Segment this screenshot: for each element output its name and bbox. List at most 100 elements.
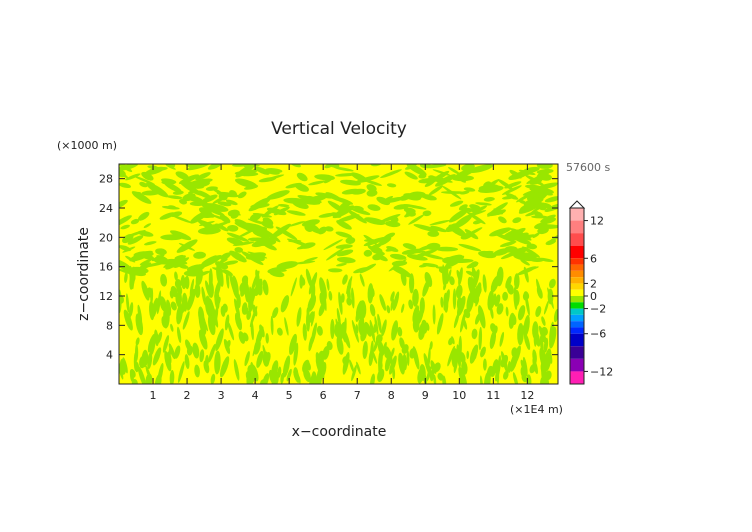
field-streak bbox=[456, 344, 461, 368]
field-streak bbox=[199, 317, 205, 326]
field-streak bbox=[137, 230, 154, 237]
field-streak bbox=[192, 342, 200, 359]
field-streak bbox=[335, 244, 353, 249]
field-streak bbox=[144, 241, 157, 246]
field-streak bbox=[340, 293, 345, 303]
field-streak bbox=[129, 302, 134, 317]
field-streak bbox=[252, 212, 273, 218]
field-streak bbox=[268, 369, 275, 384]
field-streak bbox=[194, 283, 201, 298]
field-streak bbox=[139, 259, 152, 266]
x-unit-label: (×1E4 m) bbox=[510, 403, 563, 416]
field-streak bbox=[143, 223, 152, 228]
field-streak bbox=[536, 164, 553, 169]
field-streak bbox=[182, 311, 190, 330]
field-streak bbox=[355, 324, 359, 334]
field-streak bbox=[427, 347, 431, 367]
field-streak bbox=[208, 343, 216, 363]
field-streak bbox=[176, 326, 182, 343]
field-streak bbox=[391, 320, 399, 341]
field-streak bbox=[258, 177, 277, 183]
field-streak bbox=[518, 201, 542, 214]
field-streak bbox=[543, 217, 557, 224]
field-streak bbox=[367, 283, 374, 304]
field-streak bbox=[493, 250, 508, 256]
field-streak bbox=[478, 326, 483, 351]
field-streak bbox=[367, 204, 381, 211]
field-streak bbox=[413, 224, 439, 232]
field-streak bbox=[127, 268, 146, 277]
field-streak bbox=[401, 303, 405, 313]
field-streak bbox=[286, 368, 292, 382]
field-streak bbox=[133, 191, 142, 196]
field-streak bbox=[305, 360, 311, 371]
field-streak bbox=[326, 278, 330, 291]
colorbar-tick-label: 2 bbox=[590, 277, 597, 290]
field-streak bbox=[201, 286, 207, 306]
field-streak bbox=[255, 279, 263, 296]
field-streak bbox=[155, 248, 167, 256]
field-streak bbox=[261, 205, 279, 218]
field-streak bbox=[156, 331, 163, 345]
field-streak bbox=[187, 180, 210, 189]
field-streak bbox=[419, 297, 425, 315]
field-streak bbox=[329, 164, 340, 168]
field-streak bbox=[526, 243, 538, 250]
field-streak bbox=[330, 319, 335, 339]
field-streak bbox=[499, 241, 516, 247]
field-streak bbox=[176, 304, 183, 325]
y-axis-label: z−coordinate bbox=[76, 227, 92, 321]
field-streak bbox=[523, 314, 530, 337]
colorbar-level bbox=[570, 283, 584, 290]
field-streak bbox=[478, 305, 486, 329]
field-streak bbox=[364, 217, 386, 225]
colorbar-level bbox=[570, 208, 584, 221]
field-streak bbox=[255, 269, 260, 283]
field-streak bbox=[429, 220, 450, 226]
chart-title: Vertical Velocity bbox=[271, 119, 407, 139]
field-streak bbox=[512, 217, 522, 224]
field-streak bbox=[254, 253, 265, 262]
field-streak bbox=[119, 164, 133, 173]
field-streak bbox=[471, 205, 488, 214]
field-streak bbox=[349, 359, 355, 373]
field-streak bbox=[498, 216, 507, 224]
field-streak bbox=[167, 205, 177, 209]
field-streak bbox=[335, 173, 358, 177]
field-streak bbox=[256, 350, 264, 368]
field-streak bbox=[166, 195, 183, 200]
field-streak bbox=[234, 222, 258, 233]
field-streak bbox=[373, 335, 380, 352]
field-streak bbox=[289, 333, 297, 355]
field-streak bbox=[536, 278, 542, 298]
field-streak bbox=[364, 179, 383, 186]
field-streak bbox=[318, 301, 326, 317]
field-streak bbox=[386, 305, 391, 314]
field-streak bbox=[451, 336, 455, 345]
field-streak bbox=[493, 208, 503, 215]
field-streak bbox=[201, 194, 218, 204]
field-streak bbox=[304, 224, 313, 233]
field-streak bbox=[307, 294, 317, 312]
field-streak bbox=[219, 258, 228, 263]
field-streak bbox=[238, 331, 246, 344]
field-streak bbox=[286, 210, 306, 216]
field-streak bbox=[483, 197, 495, 202]
field-streak bbox=[505, 192, 519, 200]
field-streak bbox=[399, 194, 411, 201]
field-streak bbox=[319, 356, 324, 372]
field-streak bbox=[540, 214, 556, 223]
field-streak bbox=[406, 350, 410, 366]
field-streak bbox=[539, 187, 554, 194]
field-streak bbox=[404, 171, 418, 180]
field-streak bbox=[319, 292, 324, 306]
field-streak bbox=[236, 164, 252, 171]
field-streak bbox=[544, 196, 558, 203]
y-unit-label: (×1000 m) bbox=[57, 139, 117, 152]
field-streak bbox=[421, 319, 428, 334]
field-streak bbox=[544, 203, 558, 212]
field-streak bbox=[151, 254, 165, 262]
field-streak bbox=[139, 181, 148, 188]
field-streak bbox=[384, 356, 391, 372]
field-streak bbox=[262, 351, 270, 367]
